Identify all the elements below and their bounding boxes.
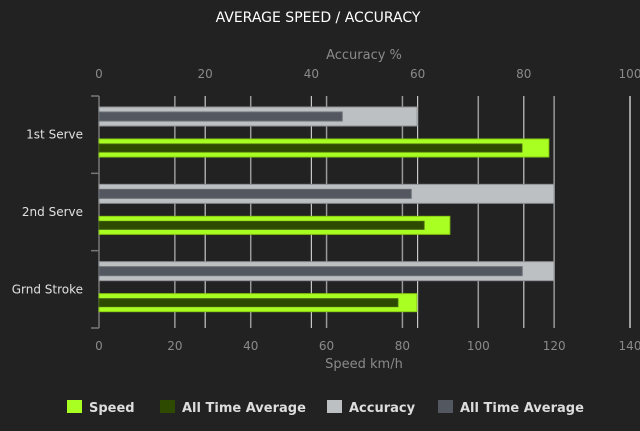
- accuracy-average-bar: [98, 188, 412, 199]
- legend-label: All Time Average: [182, 401, 306, 416]
- accuracy-tick-label: 80: [516, 67, 531, 81]
- legend-swatch: [327, 400, 342, 413]
- speed-axis-label: Speed km/h: [325, 357, 403, 372]
- accuracy-tick-label: 40: [304, 67, 319, 81]
- accuracy-average-bar: [98, 266, 523, 277]
- legend-label: Speed: [89, 401, 135, 416]
- accuracy-average-bar: [98, 111, 343, 122]
- legend-swatch: [67, 400, 82, 413]
- speed-tick-label: 40: [243, 339, 258, 353]
- accuracy-tick-label: 60: [410, 67, 425, 81]
- speed-tick-label: 80: [395, 339, 410, 353]
- speed-tick-label: 100: [467, 339, 490, 353]
- legend-label: All Time Average: [460, 401, 584, 416]
- accuracy-tick-label: 0: [95, 67, 103, 81]
- speed-average-bar: [98, 143, 523, 153]
- chart-title: AVERAGE SPEED / ACCURACY: [216, 10, 421, 26]
- category-label: Grnd Stroke: [12, 282, 83, 296]
- speed-tick-label: 140: [619, 339, 640, 353]
- speed-tick-label: 20: [167, 339, 182, 353]
- speed-tick-label: 120: [543, 339, 566, 353]
- accuracy-tick-label: 100: [619, 67, 640, 81]
- category-label: 2nd Serve: [22, 205, 83, 219]
- legend-swatch: [438, 400, 453, 413]
- speed-tick-label: 60: [319, 339, 334, 353]
- legend-swatch: [160, 400, 175, 413]
- accuracy-tick-label: 20: [198, 67, 213, 81]
- accuracy-axis-label: Accuracy %: [326, 48, 402, 63]
- speed-average-bar: [98, 220, 425, 230]
- speed-average-bar: [98, 298, 399, 308]
- speed-tick-label: 0: [95, 339, 103, 353]
- legend-label: Accuracy: [349, 401, 416, 416]
- category-label: 1st Serve: [26, 128, 83, 142]
